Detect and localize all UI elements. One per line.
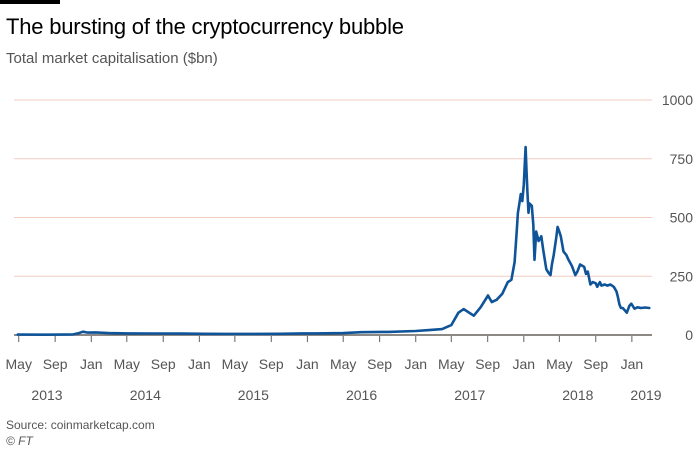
x-tick-label: May: [6, 356, 32, 372]
x-year-label: 2013: [31, 387, 62, 403]
x-tick-label: May: [330, 356, 356, 372]
series-line: [16, 145, 651, 337]
x-year-label: 2019: [630, 387, 661, 403]
x-year-label: 2015: [238, 387, 269, 403]
gridlines: [14, 99, 652, 336]
x-tick-label: Sep: [43, 356, 68, 372]
x-year-label: 2014: [130, 387, 161, 403]
x-axis: May Sep Jan May Sep Jan May Sep Jan May Sep Jan May S…: [6, 336, 662, 403]
x-tick-label: Sep: [475, 356, 500, 372]
source-note: Source: coinmarketcap.com: [6, 418, 155, 432]
x-tick-label: Jan: [296, 356, 319, 372]
x-tick-label: Sep: [259, 356, 284, 372]
x-year-label: 2016: [346, 387, 377, 403]
chart-subtitle: Total market capitalisation ($bn): [6, 50, 218, 67]
x-year-label: 2017: [454, 387, 485, 403]
chart-title: The bursting of the cryptocurrency bubbl…: [6, 14, 404, 39]
x-tick-label: Sep: [583, 356, 608, 372]
x-tick-label: May: [114, 356, 140, 372]
y-tick-label: 250: [670, 268, 694, 284]
x-tick-label: Jan: [80, 356, 103, 372]
x-year-label: 2018: [562, 387, 593, 403]
series-layer: [16, 145, 651, 337]
y-tick-label: 1000: [662, 92, 693, 108]
y-tick-label: 500: [670, 210, 694, 226]
ft-top-bar: [0, 0, 60, 4]
x-tick-label: Sep: [151, 356, 176, 372]
x-tick-label: May: [222, 356, 248, 372]
x-tick-label: Jan: [404, 356, 427, 372]
x-tick-label: Sep: [367, 356, 392, 372]
x-tick-label: Jan: [188, 356, 211, 372]
x-tick-label: Jan: [513, 356, 536, 372]
x-tick-label: Jan: [621, 356, 644, 372]
y-tick-label: 750: [670, 151, 694, 167]
copyright-note: © FT: [6, 434, 33, 448]
y-tick-label: 0: [685, 327, 693, 343]
y-axis: 0 250 500 750 1000: [662, 92, 693, 343]
x-tick-label: May: [546, 356, 572, 372]
x-tick-label: May: [438, 356, 464, 372]
